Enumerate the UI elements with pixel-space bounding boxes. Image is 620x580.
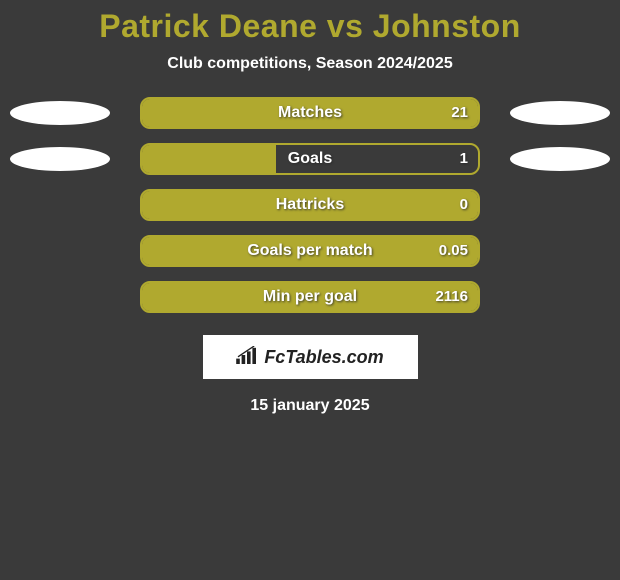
stat-row: Hattricks0 <box>0 189 620 223</box>
stat-bar: Hattricks0 <box>140 189 480 221</box>
subtitle: Club competitions, Season 2024/2025 <box>0 55 620 73</box>
stat-bar: Matches21 <box>140 97 480 129</box>
stat-value: 1 <box>460 145 468 173</box>
branding-badge: FcTables.com <box>203 335 418 379</box>
stat-label: Min per goal <box>142 283 478 311</box>
stat-row: Min per goal2116 <box>0 281 620 315</box>
stat-value: 21 <box>451 99 468 127</box>
stat-value: 2116 <box>435 283 468 311</box>
stat-value: 0 <box>460 191 468 219</box>
player-left-marker <box>10 147 110 171</box>
player-left-marker <box>10 101 110 125</box>
stat-bar: Goals1 <box>140 143 480 175</box>
stat-row: Matches21 <box>0 97 620 131</box>
stat-label: Matches <box>142 99 478 127</box>
stat-bar: Goals per match0.05 <box>140 235 480 267</box>
stat-value: 0.05 <box>439 237 468 265</box>
stat-row: Goals per match0.05 <box>0 235 620 269</box>
player-right-marker <box>510 101 610 125</box>
stats-list: Matches21 Goals1 Hattricks0 Goals per match… <box>0 97 620 315</box>
comparison-panel: Patrick Deane vs Johnston Club competiti… <box>0 0 620 415</box>
bar-chart-icon <box>236 346 264 369</box>
branding-text: FcTables.com <box>264 347 383 368</box>
page-title: Patrick Deane vs Johnston <box>0 8 620 45</box>
stat-label: Goals <box>142 145 478 173</box>
stat-label: Hattricks <box>142 191 478 219</box>
stat-label: Goals per match <box>142 237 478 265</box>
player-right-marker <box>510 147 610 171</box>
footer-date: 15 january 2025 <box>0 397 620 415</box>
stat-bar: Min per goal2116 <box>140 281 480 313</box>
stat-row: Goals1 <box>0 143 620 177</box>
